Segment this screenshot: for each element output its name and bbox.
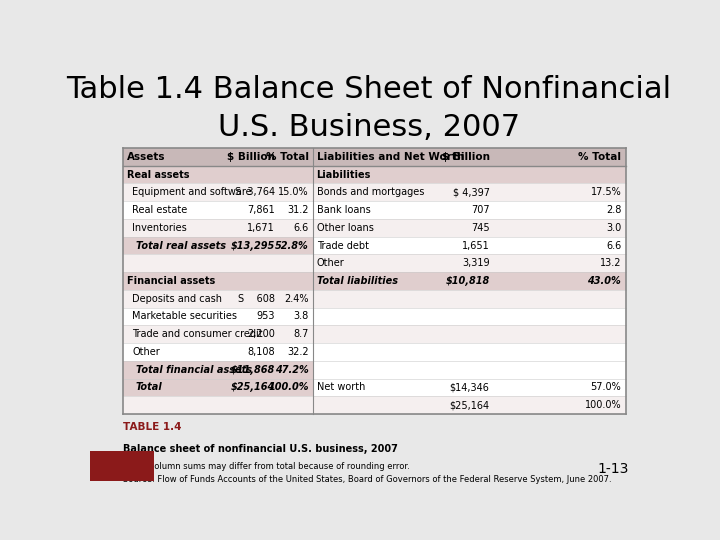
Text: 2.8: 2.8 [606,205,621,215]
Bar [124,148,626,166]
Text: 3.0: 3.0 [606,223,621,233]
Text: Table 1.4 Balance Sheet of Nonfinancial: Table 1.4 Balance Sheet of Nonfinancial [66,75,672,104]
Bar [124,326,626,343]
Text: TABLE 1.4: TABLE 1.4 [124,422,182,431]
Text: Balance sheet of nonfinancial U.S. business, 2007: Balance sheet of nonfinancial U.S. busin… [124,444,398,455]
Text: $14,346: $14,346 [450,382,490,393]
Text: Real assets: Real assets [127,170,189,180]
Text: $25,164: $25,164 [230,382,275,393]
Bar [124,361,313,379]
Text: Source: Flow of Funds Accounts of the United States, Board of Governors of the F: Source: Flow of Funds Accounts of the Un… [124,475,612,484]
Text: $ Billion: $ Billion [441,152,490,162]
Text: 7,861: 7,861 [247,205,275,215]
Text: Financial assets: Financial assets [127,276,215,286]
Bar [90,451,154,481]
Text: S  3,764: S 3,764 [235,187,275,197]
Text: Other loans: Other loans [317,223,374,233]
Text: 100.0%: 100.0% [585,400,621,410]
Bar [124,272,626,290]
Bar [124,166,626,184]
Text: $13,295: $13,295 [230,240,275,251]
Text: 17.5%: 17.5% [590,187,621,197]
Text: U.S. Business, 2007: U.S. Business, 2007 [218,113,520,141]
Text: Deposits and cash: Deposits and cash [132,294,222,304]
Text: Total real assets: Total real assets [136,240,226,251]
Text: 745: 745 [471,223,490,233]
Text: Assets: Assets [127,152,166,162]
Text: 6.6: 6.6 [606,240,621,251]
Text: 707: 707 [471,205,490,215]
Text: $25,164: $25,164 [449,400,490,410]
Text: 953: 953 [256,312,275,321]
Text: S    608: S 608 [238,294,275,304]
Bar [124,396,626,414]
Text: 3,319: 3,319 [462,258,490,268]
Text: 8,108: 8,108 [247,347,275,357]
Bar [124,379,313,396]
Text: 100.0%: 100.0% [269,382,309,393]
Text: Bank loans: Bank loans [317,205,370,215]
Text: 2,200: 2,200 [247,329,275,339]
Text: Total liabilities: Total liabilities [317,276,397,286]
Text: Other: Other [132,347,160,357]
Text: 3.8: 3.8 [294,312,309,321]
Text: Equipment and software: Equipment and software [132,187,252,197]
Text: 1,671: 1,671 [247,223,275,233]
Text: 15.0%: 15.0% [278,187,309,197]
Text: % Total: % Total [578,152,621,162]
Bar [124,237,313,254]
Text: 1-13: 1-13 [597,462,629,476]
Bar [124,184,626,201]
Text: Liabilities and Net Worth: Liabilities and Net Worth [317,152,464,162]
Text: $10,818: $10,818 [445,276,490,286]
Text: % Total: % Total [266,152,309,162]
Text: 13.2: 13.2 [600,258,621,268]
Bar [124,201,626,219]
Text: 47.2%: 47.2% [275,364,309,375]
Text: Inventories: Inventories [132,223,187,233]
Bar [313,237,626,254]
Text: Total: Total [136,382,163,393]
Text: Trade and consumer credit: Trade and consumer credit [132,329,263,339]
Text: 43.0%: 43.0% [588,276,621,286]
Bar [124,254,626,272]
Text: 32.2: 32.2 [287,347,309,357]
Text: 57.0%: 57.0% [590,382,621,393]
Text: $11,868: $11,868 [230,364,275,375]
Bar [124,343,626,361]
Bar [124,308,626,326]
Text: $ Billion: $ Billion [227,152,275,162]
Text: Net worth: Net worth [317,382,365,393]
Text: 1,651: 1,651 [462,240,490,251]
Text: Liabilities: Liabilities [317,170,371,180]
Bar [124,290,626,308]
Text: 52.8%: 52.8% [275,240,309,251]
Text: Real estate: Real estate [132,205,188,215]
Text: Trade debt: Trade debt [317,240,369,251]
Text: $ 4,397: $ 4,397 [453,187,490,197]
Text: 8.7: 8.7 [293,329,309,339]
Text: Other: Other [317,258,344,268]
Text: 2.4%: 2.4% [284,294,309,304]
Text: Total financial assets: Total financial assets [136,364,252,375]
Text: Marketable securities: Marketable securities [132,312,238,321]
Text: 31.2: 31.2 [287,205,309,215]
Bar [313,379,626,396]
Text: 6.6: 6.6 [294,223,309,233]
Text: Note: Column sums may differ from total because of rounding error.: Note: Column sums may differ from total … [124,462,410,470]
Bar [124,219,626,237]
Bar [313,361,626,379]
Text: Bonds and mortgages: Bonds and mortgages [317,187,424,197]
